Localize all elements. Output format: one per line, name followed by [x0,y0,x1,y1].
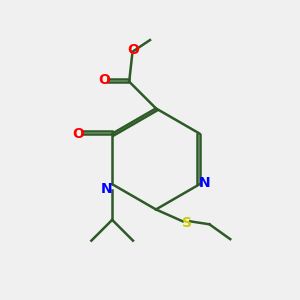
Text: N: N [101,182,112,196]
Text: S: S [182,216,192,230]
Text: O: O [72,127,84,141]
Text: O: O [127,44,139,57]
Text: O: O [98,73,110,87]
Text: N: N [199,176,211,190]
